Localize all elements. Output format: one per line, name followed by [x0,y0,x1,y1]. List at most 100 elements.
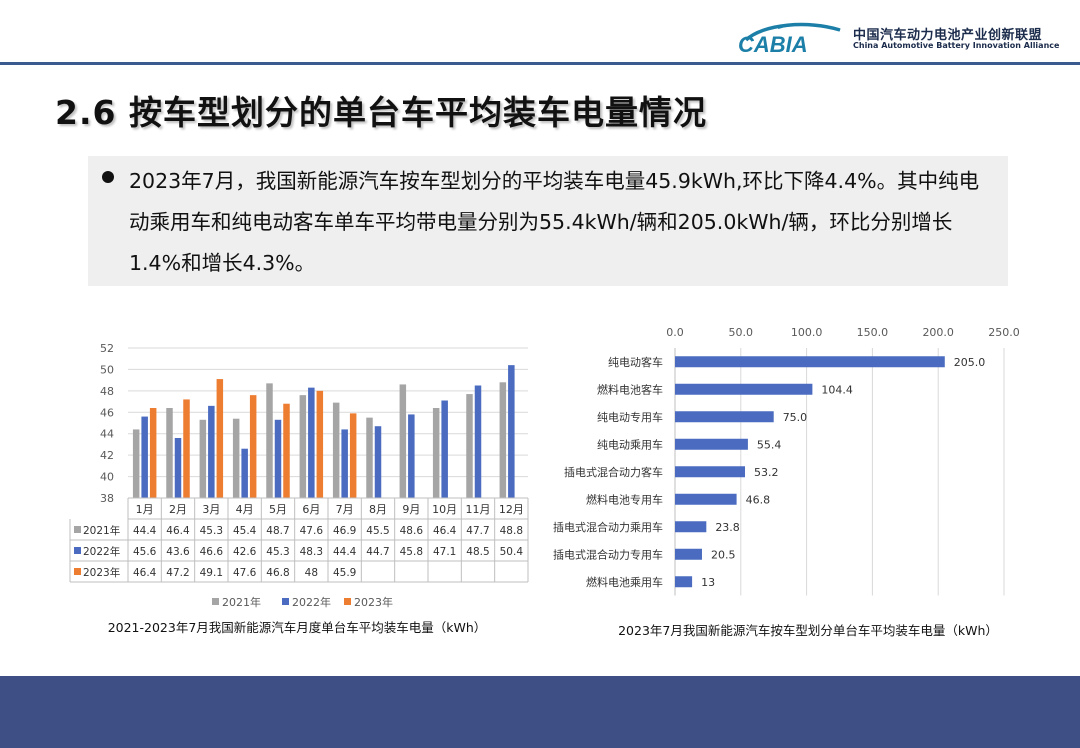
category-label: 插电式混合动力专用车 [553,547,663,561]
table-cell: 48.5 [466,546,489,558]
table-cell: 50.4 [500,546,524,558]
cabia-logo: CABIA 中国汽车动力电池产业创新联盟 China Automotive Ba… [738,18,1068,58]
org-name-cn: 中国汽车动力电池产业创新联盟 [853,28,1043,43]
bar-2021年-7月 [332,402,340,498]
x-tick-label: 11月 [466,503,491,516]
y-tick-label: 38 [100,492,114,505]
table-legend-key [74,547,81,554]
bar-2023年-3月 [216,379,224,498]
data-label: 13 [701,576,715,589]
x-tick-label: 200.0 [922,326,954,339]
bar-2021年-8月 [366,417,373,498]
bar-2022年-5月 [274,419,282,498]
legend-label: 2021年 [222,595,261,609]
bar-2021年-9月 [399,384,407,498]
x-tick-label: 4月 [236,503,254,516]
summary-box: 2023年7月，我国新能源汽车按车型划分的平均装车电量45.9kWh,环比下降4… [88,156,1008,286]
table-cell: 45.6 [133,546,157,558]
x-tick-label: 6月 [302,503,320,516]
footer-band [0,676,1080,748]
data-label: 104.4 [821,383,853,396]
data-label: 75.0 [783,411,808,424]
slide-title: 2.6 按车型划分的单台车平均装车电量情况 [55,93,707,132]
bar-2023年-6月 [316,390,324,498]
table-cell: 46.8 [266,567,289,579]
bar-燃料电池客车 [675,383,813,395]
legend-key-2021年 [212,598,219,605]
bar-插电式混合动力客车 [675,466,746,478]
bar-2022年-3月 [208,405,215,498]
category-label: 插电式混合动力乘用车 [553,520,663,534]
bar-2021年-12月 [499,382,507,498]
bar-2021年-1月 [132,429,140,498]
table-cell: 44.4 [133,525,157,537]
table-cell: 43.6 [166,546,190,558]
bar-2022年-12月 [508,365,515,498]
chart-caption: 2023年7月我国新能源汽车按车型划分单台车平均装车电量（kWh） [618,623,998,638]
category-label: 纯电动客车 [608,355,663,369]
bar-2023年-2月 [183,399,190,498]
table-series-label: 2023年 [83,566,120,579]
bar-2021年-3月 [199,419,207,498]
x-tick-label: 8月 [369,503,387,516]
bar-2021年-6月 [299,395,307,498]
bullet-icon [102,171,114,183]
org-name-en: China Automotive Battery Innovation Alli… [853,41,1060,50]
bar-2023年-7月 [349,413,357,498]
table-cell: 48.3 [300,546,323,558]
x-tick-label: 250.0 [988,326,1020,339]
x-tick-label: 9月 [402,503,420,516]
bar-2021年-11月 [466,394,473,498]
legend-label: 2023年 [354,595,393,609]
header-rule [0,62,1080,65]
category-label: 纯电动乘用车 [597,437,663,451]
table-cell: 46.9 [333,525,356,537]
legend-label: 2022年 [292,595,331,609]
table-cell: 45.8 [400,546,423,558]
data-label: 20.5 [711,548,736,561]
monthly-avg-capacity-chart: 38 40 42 44 46 48 50 52 1月 2月 3月 4月 5月 6月 7月 8月 9月 10月 11月… [69,342,529,635]
bar-2023年-1月 [149,408,157,498]
x-tick-label: 1月 [136,503,154,516]
y-tick-label: 52 [100,342,114,355]
table-cell: 44.7 [366,546,389,558]
bar-2022年-9月 [408,414,415,498]
table-series-label: 2022年 [83,545,120,558]
x-tick-label: 0.0 [666,326,684,339]
bar-插电式混合动力专用车 [675,548,702,560]
legend-key-2022年 [282,598,289,605]
table-cell: 47.1 [433,546,456,558]
y-tick-label: 42 [100,449,114,462]
table-cell: 47.6 [233,567,257,579]
x-tick-label: 100.0 [791,326,823,339]
x-tick-label: 7月 [336,503,354,516]
data-label: 46.8 [746,493,771,506]
table-legend-key [74,526,81,533]
table-cell: 45.9 [333,567,356,579]
y-tick-label: 50 [100,363,114,376]
table-cell: 49.1 [200,567,223,579]
bar-2021年-4月 [232,418,240,498]
table-cell: 48 [305,567,318,579]
table-cell: 45.5 [366,525,389,537]
bar-纯电动客车 [675,356,945,368]
bar-2022年-10月 [441,400,448,498]
bar-2022年-6月 [308,387,315,498]
bar-2022年-8月 [374,426,382,498]
table-cell: 44.4 [333,546,357,558]
bar-2021年-5月 [266,383,273,498]
data-label: 53.2 [754,466,779,479]
bar-燃料电池专用车 [675,493,737,505]
category-label: 燃料电池专用车 [586,492,663,506]
table-cell: 48.6 [400,525,424,537]
bar-2022年-4月 [241,448,248,498]
table-cell: 42.6 [233,546,257,558]
table-cell: 47.2 [166,567,189,579]
x-tick-label: 10月 [432,503,457,516]
summary-text: 2023年7月，我国新能源汽车按车型划分的平均装车电量45.9kWh,环比下降4… [129,169,980,275]
table-cell: 45.3 [266,546,289,558]
bar-2021年-10月 [432,408,440,498]
table-cell: 48.8 [500,525,523,537]
y-tick-label: 40 [100,471,114,484]
table-cell: 46.6 [200,546,224,558]
